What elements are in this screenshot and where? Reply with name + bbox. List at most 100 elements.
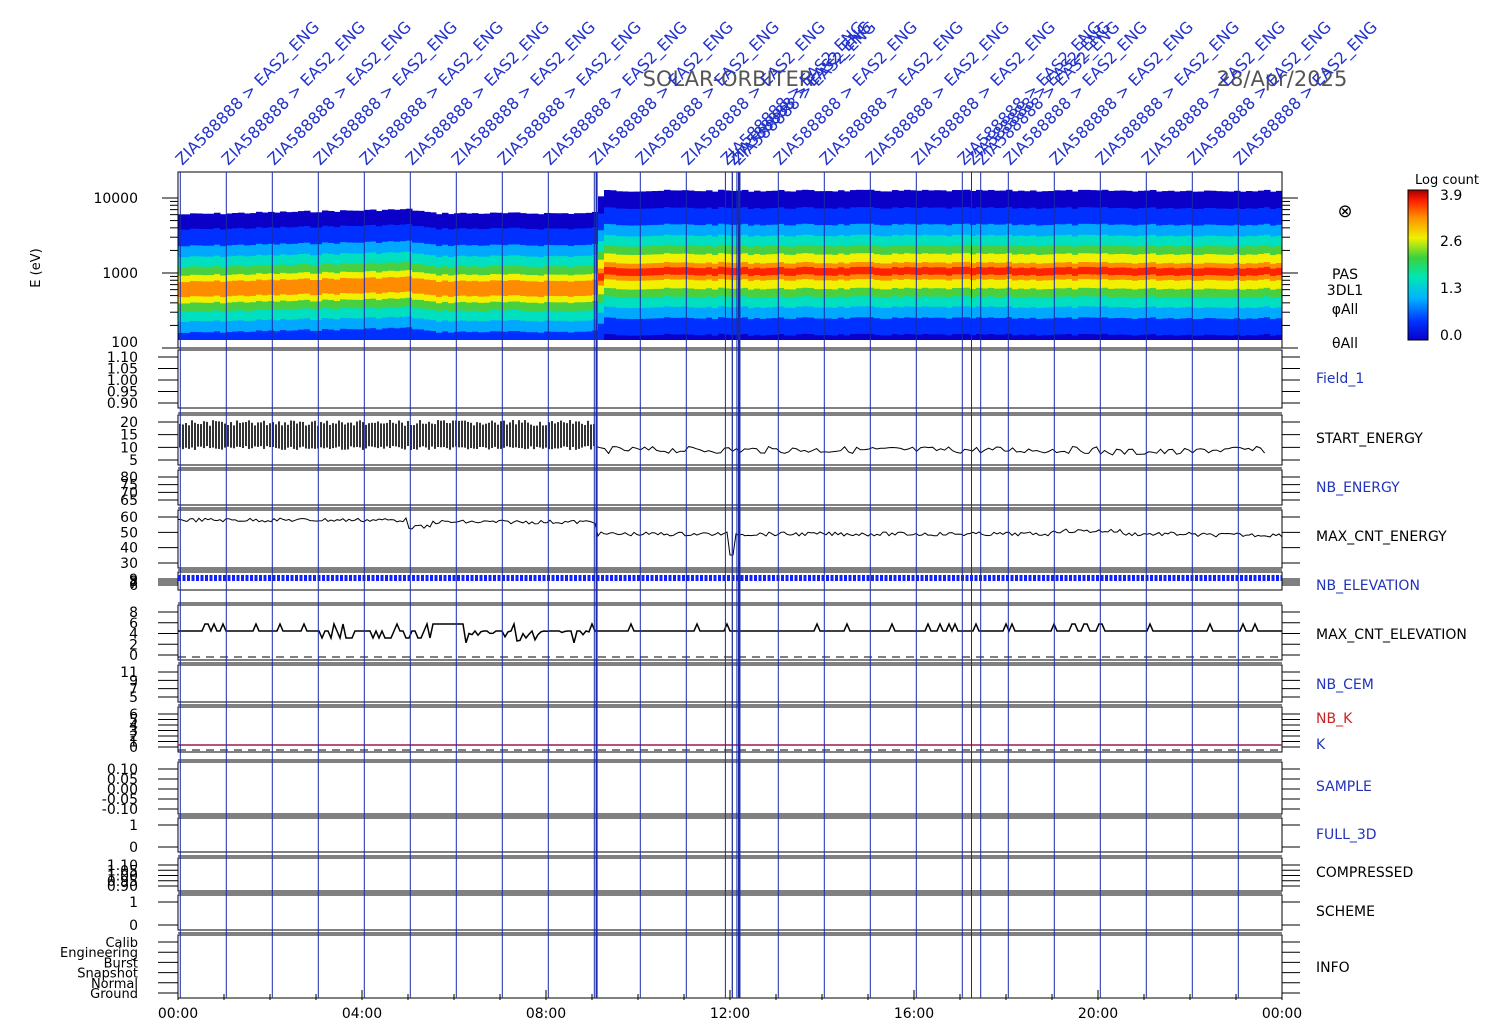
- panel-tick-label: 4: [129, 627, 138, 643]
- spectrogram-cell: [178, 282, 185, 298]
- panel-tick-label: Normal: [91, 977, 138, 992]
- spectrogram-cell: [1186, 267, 1193, 276]
- spectrogram-cell: [568, 281, 575, 297]
- spectrogram-cell: [436, 281, 443, 297]
- spectrogram-cell: [868, 266, 875, 275]
- spectrogram-cell: [1270, 268, 1277, 277]
- spectrogram-cell: [838, 267, 845, 275]
- panel-tick-label: 7: [129, 576, 138, 592]
- spectrogram-cell: [304, 278, 311, 294]
- spectrogram-cell: [262, 280, 269, 296]
- spectrogram-cell: [1228, 268, 1235, 276]
- spectrogram-cell: [682, 267, 689, 275]
- y-tick-100: 100: [111, 335, 138, 351]
- spectrogram-cell: [808, 267, 815, 275]
- y-tick-10000: 10000: [93, 191, 138, 207]
- spectrogram-cell: [1138, 267, 1145, 276]
- spectrogram-cell: [520, 280, 527, 296]
- spectrogram-cell: [370, 277, 377, 293]
- panel-tick-label: 9: [129, 673, 138, 689]
- spectrogram-cell: [430, 280, 437, 296]
- colorbar-gradient: [1407, 189, 1429, 341]
- panel-label-compressed: COMPRESSED: [1316, 865, 1413, 881]
- panel-tick-label: -0.05: [102, 792, 138, 808]
- spectrogram-cell: [952, 266, 959, 275]
- spectrogram-cell: [556, 281, 563, 297]
- spectrogram-cell: [484, 281, 491, 297]
- panel-label-max_cnt_elevation: MAX_CNT_ELEVATION: [1316, 627, 1467, 643]
- spectrogram-cell: [712, 268, 719, 277]
- spectrogram-cell: [202, 281, 209, 297]
- spectrogram-cell: [1090, 267, 1097, 275]
- spectrogram-cell: [340, 277, 347, 294]
- panel-border-start_energy: [177, 414, 1283, 466]
- panel-tick-label: 65: [120, 493, 138, 509]
- spectrogram-cell: [676, 267, 683, 275]
- spectrogram-cell: [1096, 267, 1103, 275]
- spectrogram-cell: [460, 280, 467, 296]
- panel-label-nb_k: NB_K: [1316, 711, 1353, 727]
- series-max-cnt-energy: [177, 517, 1283, 556]
- spectrogram-cell: [538, 281, 545, 298]
- panel-tick-label: 1: [129, 735, 138, 751]
- spectrogram-cell: [1156, 268, 1163, 276]
- date-label: 28/Apr/2025: [1217, 67, 1348, 91]
- spectrogram-cell: [1084, 266, 1091, 275]
- spectrogram-cell: [1174, 268, 1181, 276]
- spectrogram-cell: [694, 268, 701, 276]
- spectrogram-cell: [664, 266, 671, 275]
- spectrogram-cell: [544, 280, 551, 296]
- spectrogram-cell: [310, 280, 317, 296]
- spectrogram-cell: [1180, 268, 1187, 276]
- panel-tick-label: Ground: [90, 987, 138, 1002]
- spectrogram-cell: [382, 277, 389, 293]
- x-tick-label: 08:00: [526, 1006, 566, 1020]
- spectrogram-cell: [550, 280, 557, 297]
- spectrogram-cell: [238, 280, 245, 296]
- spectrogram-cell: [964, 266, 971, 275]
- panel-tick-label: 2: [129, 637, 138, 653]
- spectrogram-cell: [742, 266, 749, 275]
- panel-tick-label: 0: [129, 840, 138, 856]
- panel-tick-label: 0.00: [107, 782, 138, 798]
- spectrogram-cell: [910, 267, 917, 275]
- spectrogram-cell: [352, 278, 359, 294]
- spectrogram-cell: [922, 266, 929, 275]
- spectrogram-cell: [730, 267, 737, 276]
- panel-tick-label: 5: [129, 690, 138, 706]
- spectrogram-cell: [220, 281, 227, 298]
- spectrogram-cell: [256, 279, 263, 295]
- panel-label-max_cnt_energy: MAX_CNT_ENERGY: [1316, 529, 1447, 545]
- spectrogram-cell: [1072, 268, 1079, 276]
- panel-tick-label: 50: [120, 525, 138, 541]
- panel-label-start_energy: START_ENERGY: [1316, 431, 1423, 447]
- panel-tick-label: 0.10: [107, 762, 138, 778]
- spectrogram-cell: [880, 268, 887, 276]
- spectrogram-cell: [688, 267, 695, 275]
- panel-tick-label: 8: [129, 574, 138, 590]
- panel-tick-label: -0.10: [102, 802, 138, 818]
- spectrogram-cell: [700, 268, 707, 276]
- spectrogram-cell: [442, 280, 449, 296]
- x-tick-label: 12:00: [710, 1006, 750, 1020]
- spectrogram-cell: [652, 268, 659, 276]
- spectrogram-cell: [802, 266, 809, 275]
- panel-tick-label: 1.00: [107, 869, 138, 885]
- spectrogram-cell: [724, 267, 731, 275]
- spectrogram-cell: [748, 268, 755, 277]
- spectrogram-cell: [184, 282, 191, 298]
- spectrogram-cell: [532, 281, 539, 297]
- spectrogram-cell: [1258, 267, 1265, 275]
- spectrogram-cell: [424, 279, 431, 295]
- panel-tick-label: 1.10: [107, 350, 138, 366]
- spectrogram-cell: [346, 278, 353, 294]
- mission-title: SOLAR-ORBITER: [643, 67, 814, 91]
- spectrogram-cell: [394, 277, 401, 293]
- panel-tick-label: 9: [129, 572, 138, 588]
- spectrogram-cell: [1126, 267, 1133, 276]
- panel-tick-label: 40: [120, 541, 138, 557]
- spectrogram-cell: [610, 267, 617, 275]
- spectrogram-cell: [472, 280, 479, 296]
- panel-tick-label: 30: [120, 556, 138, 572]
- spectrogram-cell: [796, 267, 803, 275]
